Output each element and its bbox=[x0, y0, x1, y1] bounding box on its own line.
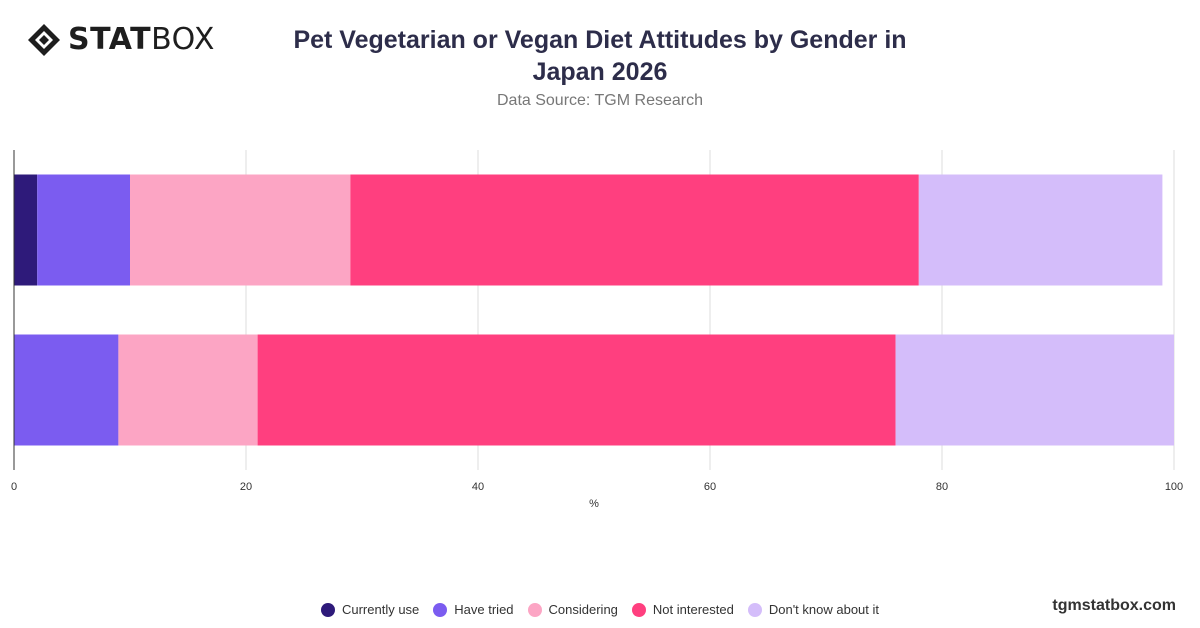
legend-label: Not interested bbox=[652, 602, 734, 617]
bar-1-considering bbox=[130, 174, 351, 286]
bar-1-not-interested bbox=[350, 174, 919, 286]
bar-1-don-t-know-about-it bbox=[918, 174, 1163, 286]
chart-title: Pet Vegetarian or Vegan Diet Attitudes b… bbox=[293, 26, 907, 86]
diamond-logo-icon bbox=[28, 24, 60, 56]
legend-label: Have tried bbox=[454, 602, 514, 617]
x-tick-label-100: 100 bbox=[1165, 481, 1183, 493]
x-tick-label-0: 0 bbox=[11, 481, 17, 493]
legend-swatch bbox=[747, 602, 762, 617]
bar-2-have-tried bbox=[14, 334, 119, 446]
x-tick-label-20: 20 bbox=[240, 481, 252, 493]
legend-swatch bbox=[527, 602, 542, 617]
legend-item-considering[interactable]: Considering bbox=[527, 602, 618, 617]
bar-1-have-tried bbox=[37, 174, 131, 286]
x-tick-label-80: 80 bbox=[936, 481, 948, 493]
legend-label: Currently use bbox=[341, 602, 420, 617]
legend-label: Considering bbox=[548, 602, 618, 617]
bar-2-not-interested bbox=[257, 334, 896, 446]
legend-item-don-t-know-about-it[interactable]: Don't know about it bbox=[747, 602, 880, 617]
site-footer[interactable]: tgmstatbox.com bbox=[1052, 597, 1176, 614]
legend-swatch bbox=[433, 602, 448, 617]
legend-swatch bbox=[631, 602, 646, 617]
bar-2-considering bbox=[118, 334, 258, 446]
chart-legend: Currently use Have tried Considering Not in… bbox=[0, 602, 1200, 617]
legend-item-not-interested[interactable]: Not interested bbox=[631, 602, 734, 617]
bar-2-don-t-know-about-it bbox=[895, 334, 1174, 446]
x-tick-label-60: 60 bbox=[704, 481, 716, 493]
brand-name: STATBOX bbox=[68, 22, 215, 57]
x-tick-label-40: 40 bbox=[472, 481, 484, 493]
legend-item-have-tried[interactable]: Have tried bbox=[433, 602, 514, 617]
x-axis-label: % bbox=[589, 498, 599, 510]
legend-swatch bbox=[320, 602, 335, 617]
statbox-logo[interactable]: STATBOX bbox=[26, 22, 215, 58]
legend-label: Don't know about it bbox=[768, 602, 880, 617]
chart-subtitle: Data Source: TGM Research bbox=[496, 92, 703, 109]
legend-item-currently-use[interactable]: Currently use bbox=[320, 602, 420, 617]
bar-1-currently-use bbox=[14, 174, 38, 286]
